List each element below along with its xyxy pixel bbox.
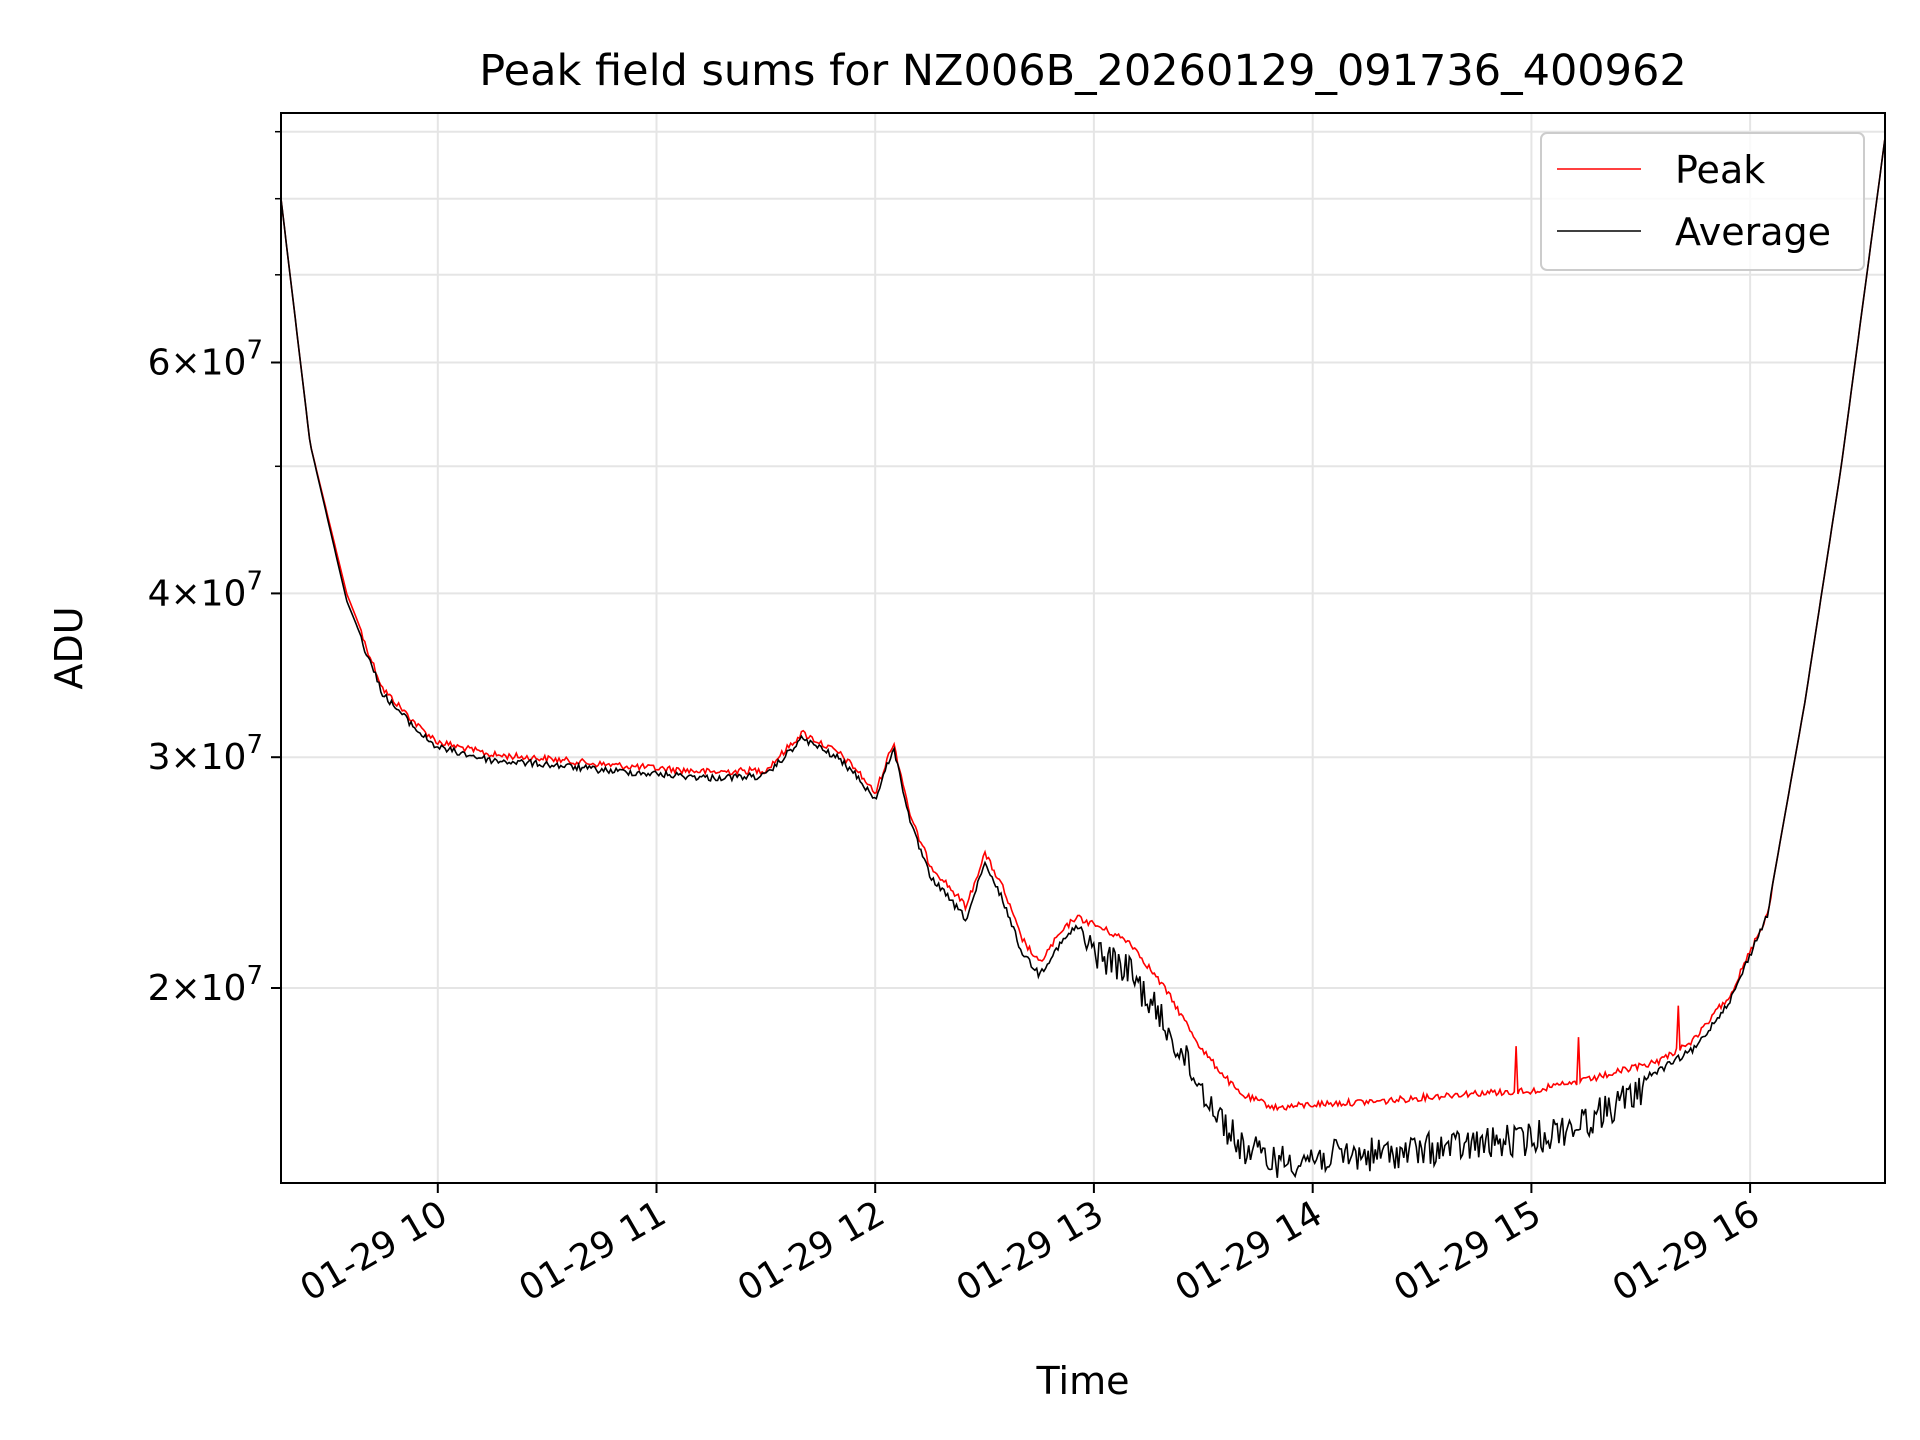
y-tick-label: 3×107	[148, 730, 263, 778]
series-line-average	[280, 137, 1886, 1179]
chart-title: Peak field sums for NZ006B_20260129_0917…	[479, 46, 1687, 96]
y-tick-label: 6×107	[148, 336, 263, 384]
plot-frame	[280, 112, 1886, 1184]
legend: Peak Average	[1540, 132, 1865, 271]
y-axis-label: ADU	[47, 606, 91, 689]
y-tick-label: 2×107	[148, 961, 263, 1009]
legend-label-average: Average	[1675, 210, 1831, 254]
y-axis-ticks: 2×107 3×107 4×107 6×107	[148, 130, 281, 1009]
series-layer	[280, 137, 1886, 1179]
x-axis-label: Time	[1036, 1359, 1130, 1403]
legend-box	[1540, 132, 1865, 271]
series-line-peak	[280, 137, 1886, 1112]
legend-label-peak: Peak	[1675, 148, 1765, 192]
y-tick-label: 4×107	[148, 566, 263, 614]
